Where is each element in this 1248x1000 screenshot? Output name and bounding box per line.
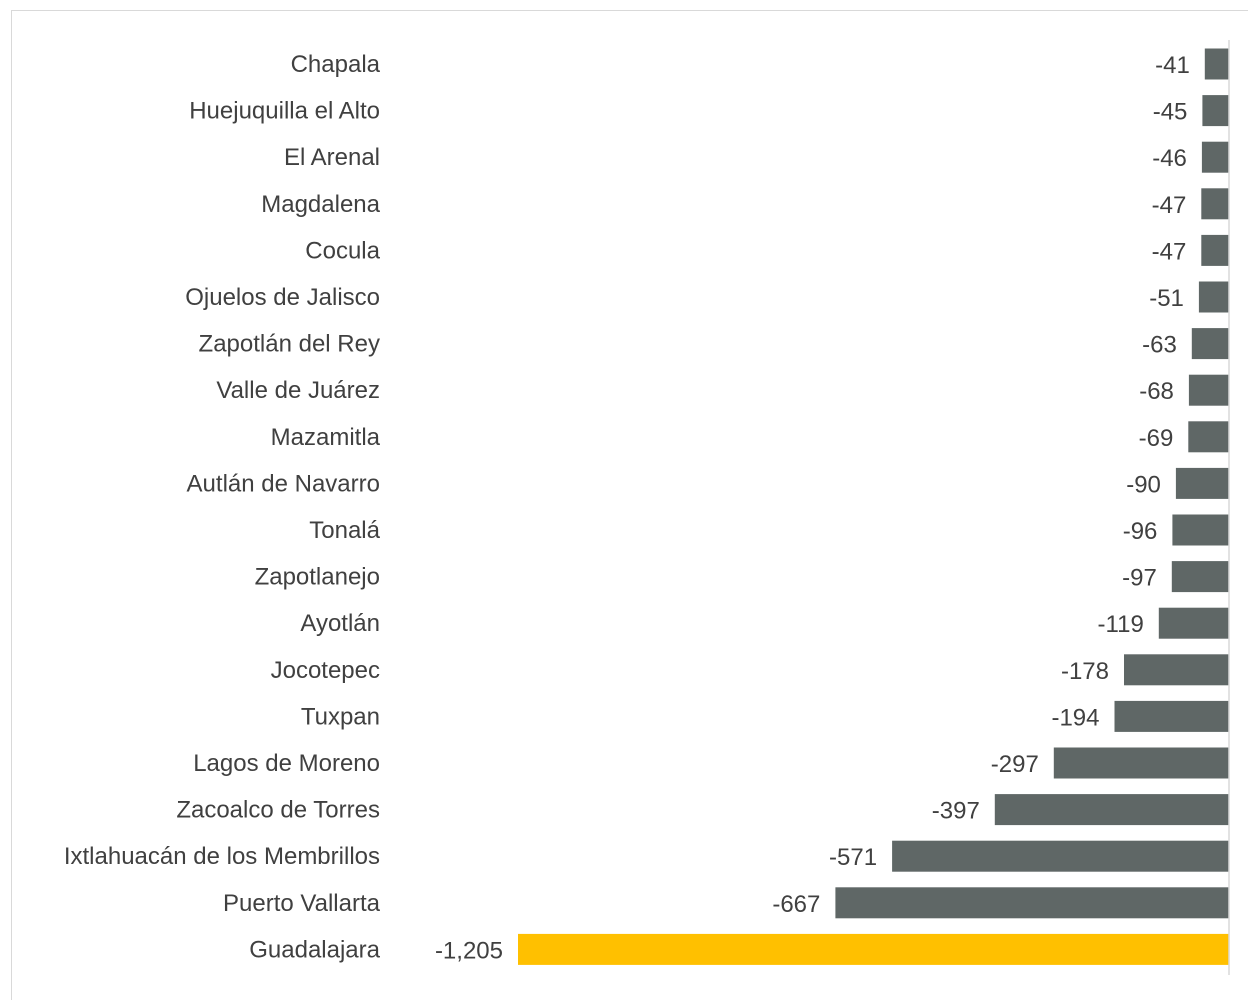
category-label-5: Ojuelos de Jalisco — [185, 284, 380, 311]
category-label-17: Ixtlahuacán de los Membrillos — [64, 843, 380, 870]
value-label-11: -97 — [1122, 565, 1157, 592]
chart-frame — [11, 10, 1248, 1000]
bar-6 — [1191, 328, 1229, 360]
category-label-9: Autlán de Navarro — [187, 470, 380, 497]
value-label-10: -96 — [1123, 518, 1158, 545]
category-label-2: El Arenal — [284, 144, 380, 171]
bar-8 — [1188, 421, 1229, 453]
category-label-4: Cocula — [305, 237, 380, 264]
category-label-10: Tonalá — [309, 517, 380, 544]
value-label-12: -119 — [1098, 611, 1144, 638]
bar-16 — [994, 794, 1229, 826]
value-label-13: -178 — [1061, 658, 1109, 685]
category-label-8: Mazamitla — [271, 424, 381, 451]
value-label-16: -397 — [932, 798, 980, 825]
bar-10 — [1172, 514, 1229, 546]
bar-11 — [1171, 561, 1229, 593]
bar-14 — [1114, 700, 1229, 732]
bar-7 — [1188, 374, 1229, 406]
value-label-15: -297 — [991, 751, 1039, 778]
value-label-1: -45 — [1153, 99, 1188, 126]
category-label-15: Lagos de Moreno — [193, 750, 380, 777]
value-label-18: -667 — [772, 891, 820, 918]
category-label-11: Zapotlanejo — [255, 564, 380, 591]
bar-4 — [1201, 234, 1229, 266]
category-label-14: Tuxpan — [301, 703, 380, 730]
category-label-19: Guadalajara — [249, 936, 380, 963]
bars-layer — [518, 48, 1229, 965]
bar-2 — [1201, 141, 1229, 173]
bar-19 — [518, 933, 1229, 965]
category-label-0: Chapala — [291, 51, 381, 78]
category-label-12: Ayotlán — [300, 610, 380, 637]
bar-17 — [892, 840, 1229, 872]
category-label-16: Zacoalco de Torres — [176, 797, 380, 824]
category-label-7: Valle de Juárez — [216, 377, 380, 404]
value-label-3: -47 — [1152, 192, 1187, 219]
value-label-17: -571 — [829, 844, 877, 871]
category-label-13: Jocotepec — [271, 657, 380, 684]
value-label-9: -90 — [1126, 471, 1161, 498]
value-label-14: -194 — [1051, 704, 1099, 731]
bar-0 — [1204, 48, 1229, 80]
category-label-3: Magdalena — [261, 191, 380, 218]
value-label-7: -68 — [1139, 378, 1174, 405]
bar-9 — [1175, 467, 1229, 499]
bar-3 — [1201, 188, 1229, 220]
category-label-6: Zapotlán del Rey — [199, 331, 380, 358]
category-label-1: Huejuquilla el Alto — [189, 98, 380, 125]
value-label-4: -47 — [1152, 238, 1187, 265]
value-label-0: -41 — [1155, 52, 1190, 79]
bar-15 — [1053, 747, 1229, 779]
value-label-6: -63 — [1142, 332, 1177, 359]
bar-5 — [1198, 281, 1229, 313]
value-label-5: -51 — [1149, 285, 1184, 312]
bar-1 — [1202, 95, 1229, 127]
bar-18 — [835, 887, 1229, 919]
value-label-2: -46 — [1152, 145, 1187, 172]
category-label-18: Puerto Vallarta — [223, 890, 381, 917]
bar-13 — [1124, 654, 1229, 686]
labels-layer: Chapala -41 Huejuquilla el Alto -45 El Arena… — [64, 51, 1190, 964]
value-label-19: -1,205 — [435, 937, 503, 964]
value-label-8: -69 — [1139, 425, 1174, 452]
bar-12 — [1158, 607, 1229, 639]
